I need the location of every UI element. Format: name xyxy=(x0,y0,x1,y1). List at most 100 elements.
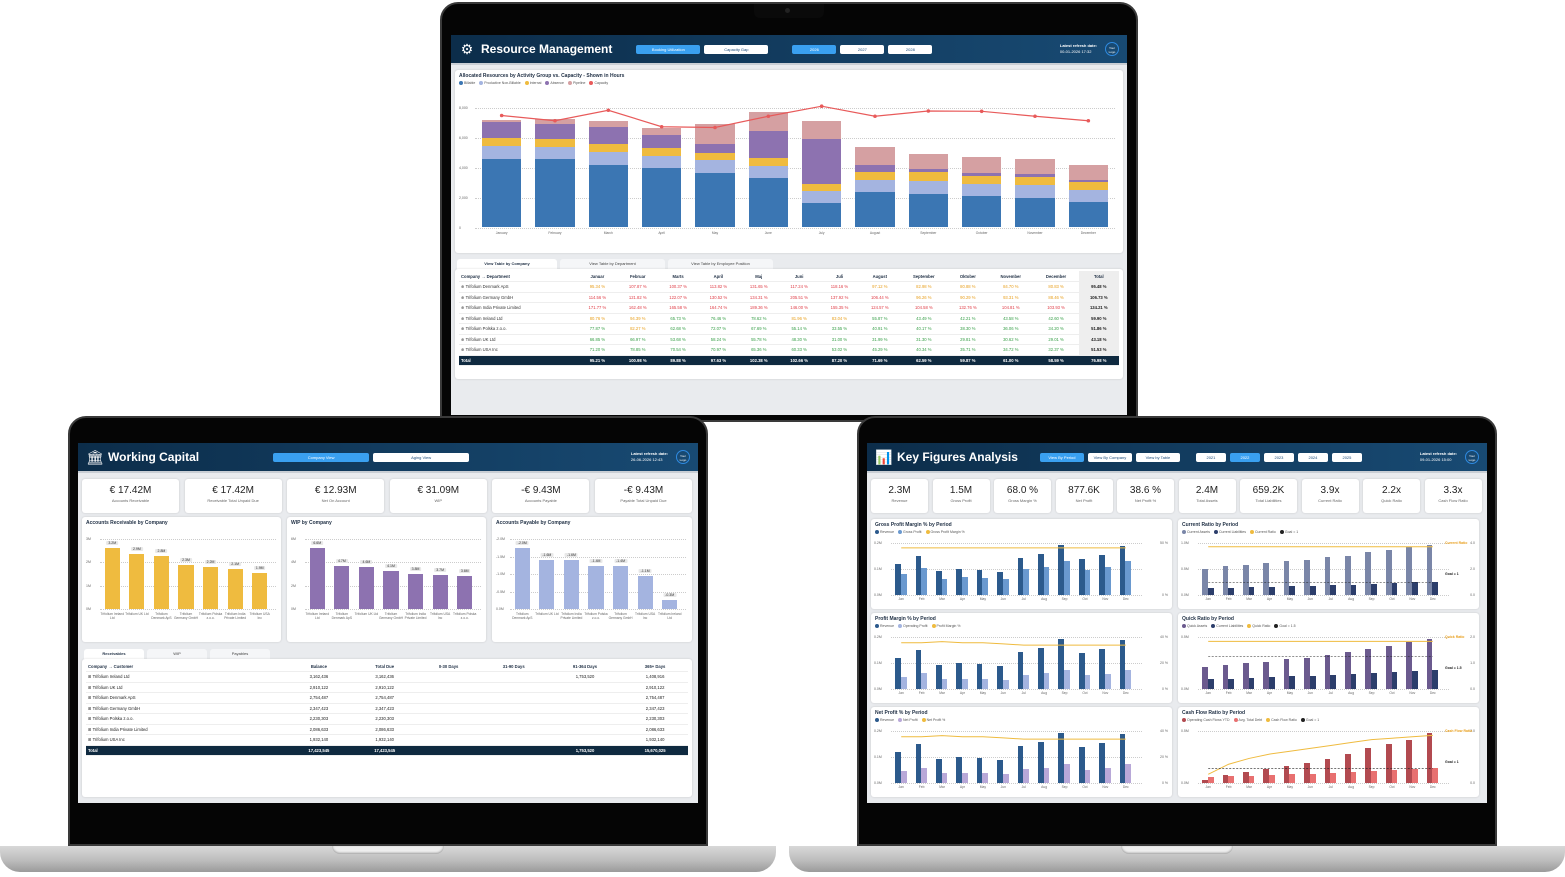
bar[interactable] xyxy=(358,566,375,609)
legend-item[interactable]: Gross Profit Margin % xyxy=(925,530,965,535)
bar[interactable] xyxy=(407,573,424,609)
bar[interactable] xyxy=(997,665,1003,689)
bar[interactable] xyxy=(1426,639,1433,689)
bar[interactable] xyxy=(956,568,963,595)
bar[interactable] xyxy=(921,673,927,689)
bar[interactable] xyxy=(1283,659,1290,689)
bar[interactable] xyxy=(104,548,120,609)
column-header[interactable]: 365+ Days xyxy=(622,661,688,672)
bar[interactable] xyxy=(1365,748,1372,783)
tab-payables[interactable]: Payables xyxy=(210,649,270,659)
bar[interactable] xyxy=(662,599,678,609)
column-header[interactable]: Total Due xyxy=(351,661,418,672)
bar[interactable] xyxy=(129,553,145,609)
stacked-bar[interactable] xyxy=(854,146,896,228)
year-2027-button[interactable]: 2027 xyxy=(840,44,885,54)
bar[interactable] xyxy=(1202,569,1208,595)
bar[interactable] xyxy=(1207,679,1214,689)
bar[interactable] xyxy=(1078,558,1085,595)
table-row[interactable]: ⊞ Trifolium Ireland Ltd 3,162,436 3,162,43… xyxy=(86,671,688,683)
bar[interactable] xyxy=(1058,733,1065,783)
column-header[interactable]: Oktober xyxy=(947,271,989,282)
row-company-name[interactable]: ⊞ Trifolium Ireland Ltd xyxy=(86,671,286,683)
stacked-bar[interactable] xyxy=(907,152,950,228)
bar[interactable] xyxy=(1202,667,1208,689)
bar[interactable] xyxy=(900,676,907,689)
column-header[interactable]: Maj xyxy=(738,271,779,282)
bar[interactable] xyxy=(1202,779,1208,783)
booking-utilization-button[interactable]: Booking Utilization xyxy=(636,44,701,54)
year-2023-button[interactable]: 2023 xyxy=(1263,452,1294,462)
bar[interactable] xyxy=(1371,672,1377,689)
bar[interactable] xyxy=(1084,675,1091,689)
bar[interactable] xyxy=(1228,776,1234,783)
bar[interactable] xyxy=(1350,771,1357,783)
legend-item[interactable]: Goal = 1.5 xyxy=(1274,624,1296,629)
bar[interactable] xyxy=(1242,663,1249,689)
row-company-name[interactable]: ⊕ Trifolium Germany GmbH xyxy=(459,292,578,303)
legend-item[interactable]: Revenue xyxy=(875,530,894,535)
legend-item[interactable]: Billable xyxy=(459,81,475,86)
bar[interactable] xyxy=(1426,545,1433,595)
company-view-button[interactable]: Company View xyxy=(273,452,370,462)
column-header[interactable]: Februar xyxy=(617,271,658,282)
bar[interactable] xyxy=(1309,585,1316,595)
bar[interactable] xyxy=(915,649,922,689)
table-row[interactable]: ⊕ Trifolium Polska z.o.o. 77.87 % 82.27 % 6… xyxy=(459,323,1119,335)
bar[interactable] xyxy=(1391,672,1398,689)
bar[interactable] xyxy=(1248,677,1255,689)
bar[interactable] xyxy=(1324,654,1331,689)
bar[interactable] xyxy=(1269,677,1275,689)
column-header[interactable]: Juni xyxy=(778,271,820,282)
bar[interactable] xyxy=(1038,741,1044,783)
bar[interactable] xyxy=(178,565,194,609)
column-header[interactable]: April xyxy=(698,271,739,282)
legend-item[interactable]: Revenue xyxy=(875,718,894,723)
bar[interactable] xyxy=(1084,769,1091,783)
bar[interactable] xyxy=(962,577,968,595)
bar[interactable] xyxy=(941,679,948,689)
row-company-name[interactable]: ⊕ Trifolium Denmark ApS xyxy=(459,281,578,293)
tab-receivables[interactable]: Receivables xyxy=(84,649,144,659)
bar[interactable] xyxy=(1222,664,1229,689)
bar[interactable] xyxy=(1222,774,1229,783)
bar[interactable] xyxy=(1365,552,1372,595)
bar[interactable] xyxy=(1064,764,1070,783)
bar[interactable] xyxy=(1345,753,1351,783)
year-2026-button[interactable]: 2026 xyxy=(792,44,837,54)
bar[interactable] xyxy=(1350,674,1357,689)
bar[interactable] xyxy=(1432,670,1439,689)
bar[interactable] xyxy=(941,773,948,783)
stacked-bar[interactable] xyxy=(694,122,736,228)
column-header[interactable]: 91-364 Days xyxy=(547,661,623,672)
bar[interactable] xyxy=(1411,582,1418,595)
row-company-name[interactable]: ⊕ Trifolium Polska z.o.o. xyxy=(459,323,578,335)
bar[interactable] xyxy=(1283,561,1290,595)
row-company-name[interactable]: ⊕ Trifolium Ireland Ltd xyxy=(459,313,578,324)
column-header[interactable]: 0-30 Days xyxy=(417,661,480,672)
bar[interactable] xyxy=(1283,765,1290,783)
legend-item[interactable]: Pipeline xyxy=(568,81,585,86)
legend-item[interactable]: Gross Profit xyxy=(898,530,922,535)
bar[interactable] xyxy=(1119,734,1126,783)
view-by-company-button[interactable]: View By Company xyxy=(1087,452,1132,462)
column-header[interactable]: Company → Department xyxy=(459,271,578,282)
bar[interactable] xyxy=(252,572,268,609)
tab-by-employee-position[interactable]: View Table by Employee Position xyxy=(668,259,773,269)
column-header[interactable]: Januar xyxy=(577,271,618,282)
bar[interactable] xyxy=(1043,673,1050,689)
row-company-name[interactable]: ⊕ Trifolium India Private Limited xyxy=(459,302,578,314)
legend-item[interactable]: Absence xyxy=(545,81,564,86)
bar[interactable] xyxy=(383,571,399,609)
bar[interactable] xyxy=(432,574,448,609)
bar[interactable] xyxy=(1023,569,1029,595)
legend-item[interactable]: Goal = 1 xyxy=(1279,530,1298,535)
bar[interactable] xyxy=(1304,559,1310,595)
legend-item[interactable]: Productive Non-Billable xyxy=(479,81,521,86)
bar[interactable] xyxy=(637,575,653,609)
bar[interactable] xyxy=(1078,652,1085,689)
bar[interactable] xyxy=(1385,744,1392,783)
bar[interactable] xyxy=(1207,777,1214,783)
bar[interactable] xyxy=(1324,758,1331,783)
bar[interactable] xyxy=(1228,587,1234,595)
